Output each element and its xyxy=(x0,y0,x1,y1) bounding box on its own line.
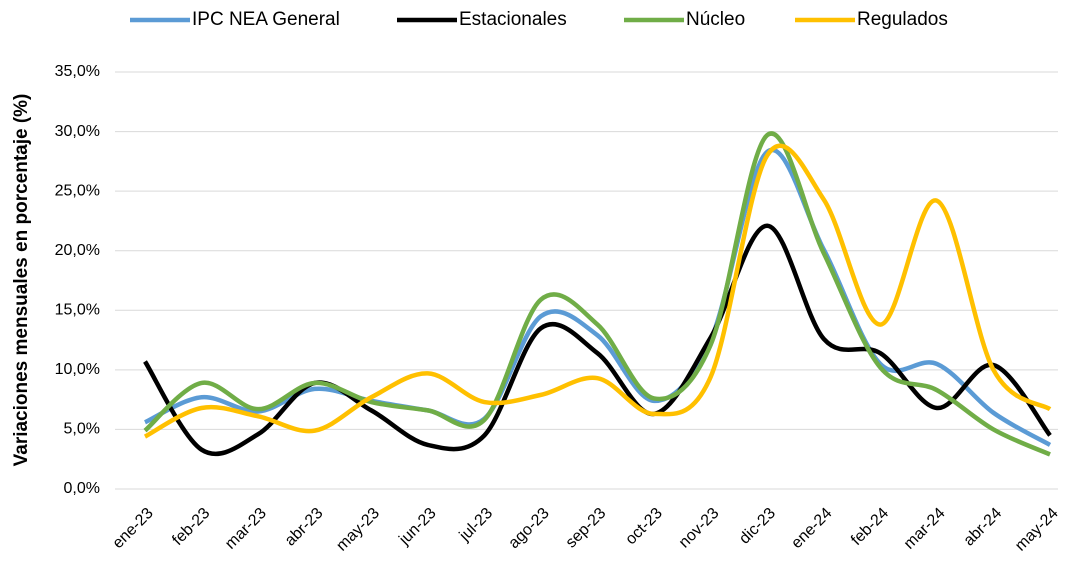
x-tick-label: nov-23 xyxy=(676,505,723,552)
y-tick-label: 10,0% xyxy=(55,361,100,378)
legend-label: Estacionales xyxy=(459,9,567,30)
y-tick-label: 30,0% xyxy=(55,123,100,140)
x-tick-label: mar-24 xyxy=(901,505,949,553)
x-tick-label: ene-24 xyxy=(788,505,835,552)
x-tick-label: abr-23 xyxy=(282,505,327,550)
x-tick-label: jul-23 xyxy=(456,505,496,545)
x-tick-label: ago-23 xyxy=(505,505,552,552)
y-tick-label: 0,0% xyxy=(64,480,100,497)
x-tick-label: sep-23 xyxy=(563,505,610,552)
x-tick-label: oct-23 xyxy=(622,505,666,549)
y-tick-label: 35,0% xyxy=(55,63,100,80)
x-tick-label: abr-24 xyxy=(961,505,1006,550)
x-tick-label: may-24 xyxy=(1012,505,1062,555)
y-tick-label: 5,0% xyxy=(64,421,100,438)
series-line xyxy=(144,147,1052,447)
legend-label: IPC NEA General xyxy=(192,9,340,30)
x-tick-label: feb-23 xyxy=(169,505,213,549)
x-tick-label: ene-23 xyxy=(110,505,157,552)
y-tick-label: 20,0% xyxy=(55,242,100,259)
legend-label: Núcleo xyxy=(686,9,745,30)
legend-label: Regulados xyxy=(857,9,948,30)
series-line xyxy=(143,131,1051,457)
y-tick-label: 25,0% xyxy=(55,182,100,199)
x-tick-label: feb-24 xyxy=(848,505,892,549)
x-tick-label: mar-23 xyxy=(222,505,270,553)
x-tick-label: may-23 xyxy=(333,505,383,555)
series-line xyxy=(143,143,1052,439)
series-line xyxy=(143,223,1052,457)
y-axis-label: Variaciones mensuales en porcentaje (%) xyxy=(11,94,32,467)
x-tick-label: jun-23 xyxy=(395,505,439,549)
x-tick-label: dic-23 xyxy=(736,505,779,548)
y-tick-label: 15,0% xyxy=(55,302,100,319)
